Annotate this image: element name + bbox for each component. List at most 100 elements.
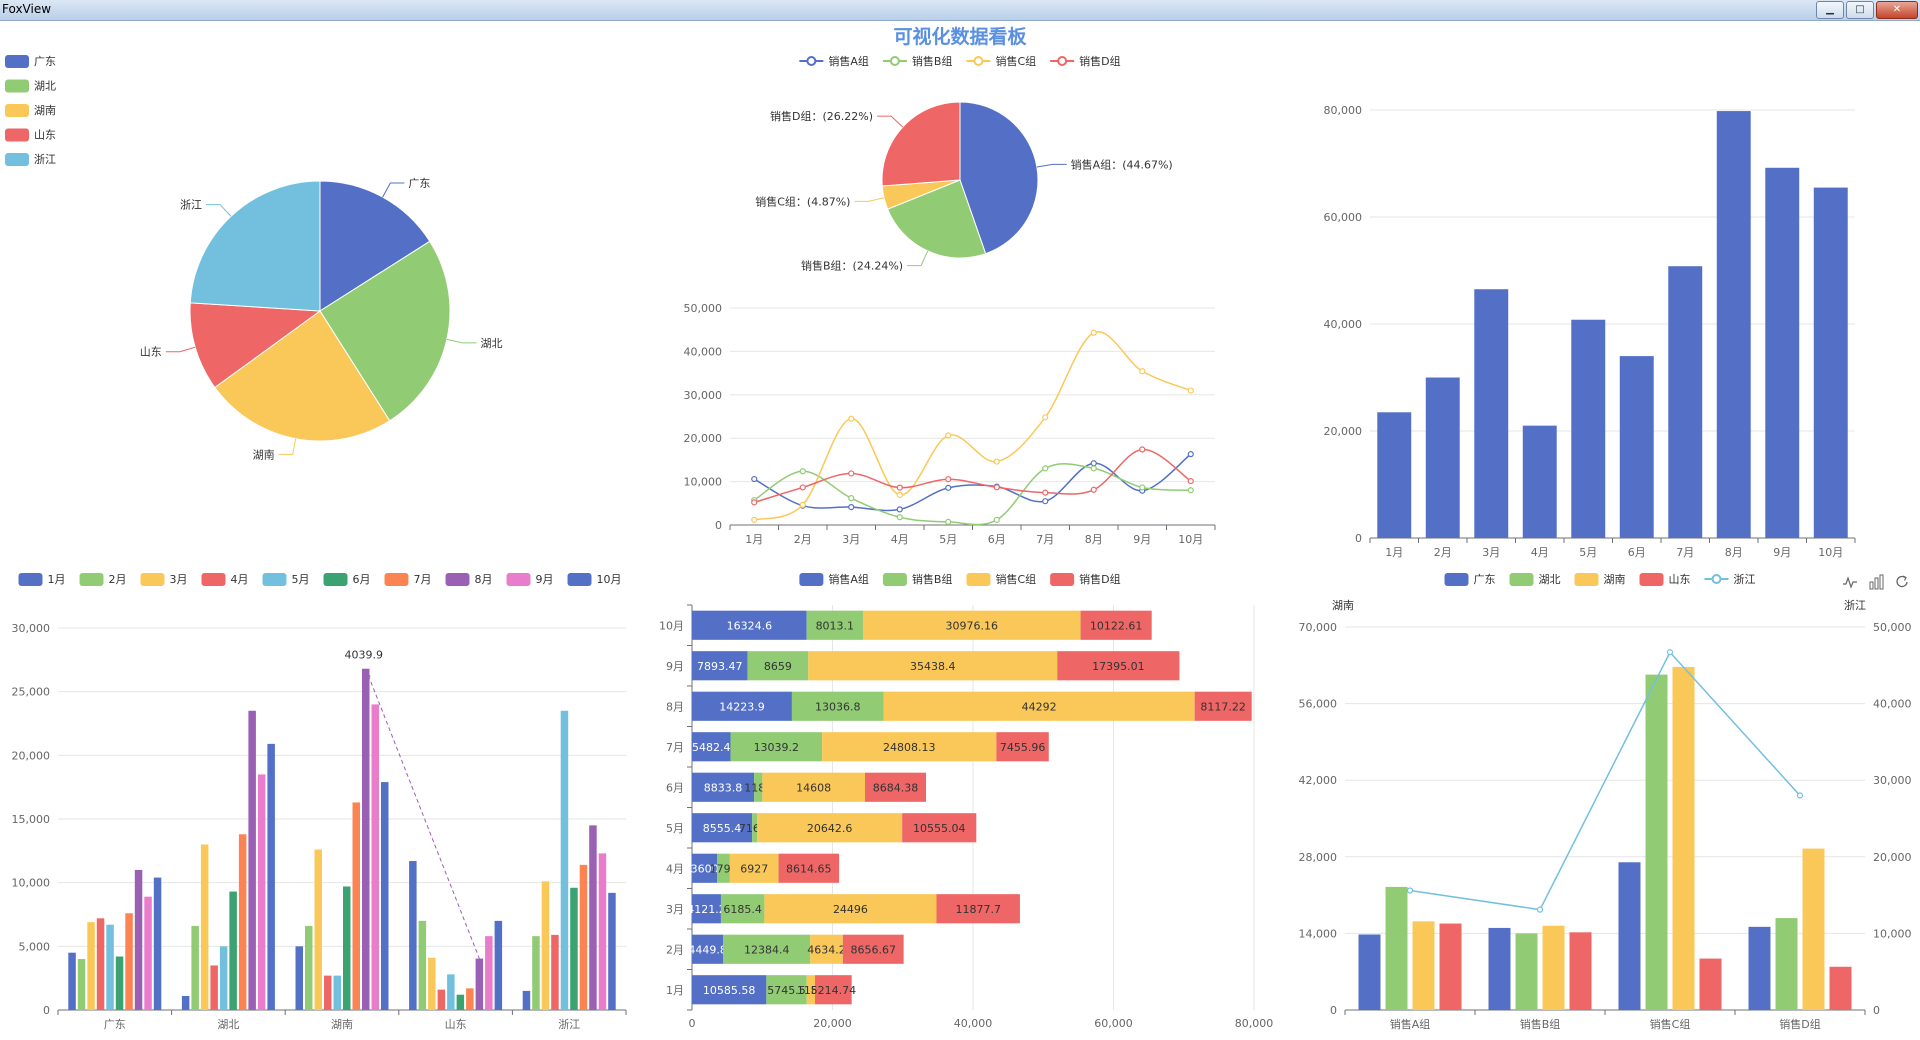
bar xyxy=(608,892,616,1010)
bar-segment-label: 5482.4 xyxy=(692,741,731,754)
bar-segment-label: 10555.04 xyxy=(913,822,966,835)
y-tick-label-left: 56,000 xyxy=(1299,698,1338,711)
y-tick-label: 0 xyxy=(1355,532,1362,545)
app-name: FoxView xyxy=(2,2,52,16)
bar-segment xyxy=(747,651,809,681)
bar xyxy=(1358,934,1381,1010)
bar xyxy=(305,925,313,1010)
month-legend-swatch xyxy=(384,573,409,586)
monthly-line-chart: 0 10,000 20,000 30,000 40,000 50,000 1月 2月 3月 4月 5… xyxy=(684,302,1216,546)
series-point xyxy=(896,514,903,521)
group-pie-label-line xyxy=(907,250,929,267)
province-legend-label: 山东 xyxy=(34,129,56,142)
group-legend-label: 销售A组 xyxy=(828,572,869,586)
bar-segment xyxy=(692,813,753,843)
bar-segment-label: 24496 xyxy=(833,903,868,916)
series-line xyxy=(753,453,1192,512)
bar-segment xyxy=(692,610,807,640)
bar-segment xyxy=(692,651,748,681)
y-tick-label: 30,000 xyxy=(12,622,51,635)
close-button[interactable]: ✕ xyxy=(1876,1,1918,19)
month-legend-label: 1月 xyxy=(48,573,66,586)
bar xyxy=(1668,266,1703,538)
y-tick-label: 10,000 xyxy=(12,877,51,890)
line-chart-icon[interactable] xyxy=(1842,574,1858,590)
group-legend-label: 销售B组 xyxy=(912,54,953,68)
left-axis-name: 湖南 xyxy=(1332,599,1354,612)
y-tick-label: 30,000 xyxy=(684,389,723,402)
bar-segment-label: 20642.6 xyxy=(807,822,853,835)
month-legend-swatch xyxy=(18,573,43,586)
x-tick-label: 销售A组 xyxy=(1390,1017,1431,1031)
month-legend-swatch xyxy=(201,573,226,586)
bar xyxy=(248,710,256,1010)
x-tick-label: 销售C组 xyxy=(1650,1017,1691,1031)
series-point xyxy=(1187,477,1194,485)
y-tick-label-left: 70,000 xyxy=(1299,621,1338,634)
minimize-button[interactable]: ▁ xyxy=(1816,1,1844,19)
bar-segment-label: 8833.8 xyxy=(704,781,743,794)
series-point xyxy=(993,516,1000,523)
province-pie-label-line xyxy=(165,346,196,353)
bar xyxy=(1569,932,1592,1010)
y-tick-label: 0 xyxy=(715,519,722,532)
group-pie-label-line xyxy=(1036,163,1067,168)
province-legend-swatch xyxy=(1574,573,1599,586)
x-tick-label: 6月 xyxy=(988,533,1006,546)
annotation-label: 4039.9 xyxy=(345,649,384,662)
bar xyxy=(191,925,199,1010)
bar-segment-label: 4634.2 xyxy=(807,943,846,956)
bar-segment xyxy=(692,732,731,762)
group-legend-swatch xyxy=(882,573,907,586)
province-pie-slice-label: 广东 xyxy=(408,177,430,190)
bar-segment-label: 44292 xyxy=(1022,700,1057,713)
series-point xyxy=(751,475,758,483)
bar-segment-label: 8684.38 xyxy=(873,781,919,794)
bar-segment-label: 5745.5 xyxy=(767,984,806,997)
y-tick-label: 40,000 xyxy=(1324,318,1363,331)
y-tick-label: 6月 xyxy=(666,781,684,794)
y-tick-label: 1月 xyxy=(666,984,684,997)
y-tick-label: 20,000 xyxy=(12,749,51,762)
bar-segment-label: 6927 xyxy=(740,862,768,875)
bar xyxy=(1775,918,1798,1010)
bar xyxy=(200,844,209,1010)
month-legend-swatch xyxy=(445,573,470,586)
group-pie-slice-label: 销售C组：(4.87%) xyxy=(755,194,850,208)
x-tick-label: 广东 xyxy=(104,1018,126,1031)
series-point xyxy=(848,504,855,511)
x-tick-label: 6月 xyxy=(1628,546,1646,559)
y-tick-label: 80,000 xyxy=(1324,104,1363,117)
month-legend-label: 8月 xyxy=(475,573,493,586)
month-legend-label: 2月 xyxy=(109,573,127,586)
bar-chart-icon[interactable] xyxy=(1868,574,1884,590)
x-tick-label: 山东 xyxy=(445,1018,467,1031)
bar-segment xyxy=(692,772,755,802)
bar-segment xyxy=(1194,691,1252,721)
maximize-button[interactable]: □ xyxy=(1846,1,1874,19)
bar xyxy=(381,782,389,1010)
month-legend-swatch xyxy=(79,573,104,586)
bar xyxy=(428,957,436,1010)
bar xyxy=(1474,289,1509,538)
refresh-icon[interactable] xyxy=(1894,574,1910,590)
group-legend-swatch xyxy=(799,573,824,586)
x-tick-label: 2月 xyxy=(794,533,812,546)
group-pie-slice-label: 销售A组：(44.67%) xyxy=(1071,157,1173,171)
bar-segment-label: 16324.6 xyxy=(727,619,773,632)
y-tick-label: 0 xyxy=(43,1004,50,1017)
bar-segment-label: 10585.58 xyxy=(703,984,756,997)
bar xyxy=(1385,886,1408,1010)
province-legend-label: 广东 xyxy=(1474,573,1496,586)
bar xyxy=(1716,111,1751,538)
bar-segment-label: 14223.9 xyxy=(719,700,765,713)
bar xyxy=(77,959,86,1010)
bar xyxy=(1439,923,1462,1010)
month-legend-label: 10月 xyxy=(597,573,622,586)
province-pie-slice xyxy=(214,310,391,442)
bar-segment xyxy=(764,894,937,924)
group-legend-label: 销售A组 xyxy=(828,54,869,68)
y-tick-label-right: 20,000 xyxy=(1873,851,1912,864)
province-pie-label-line xyxy=(206,204,232,217)
month-legend-swatch xyxy=(506,573,531,586)
